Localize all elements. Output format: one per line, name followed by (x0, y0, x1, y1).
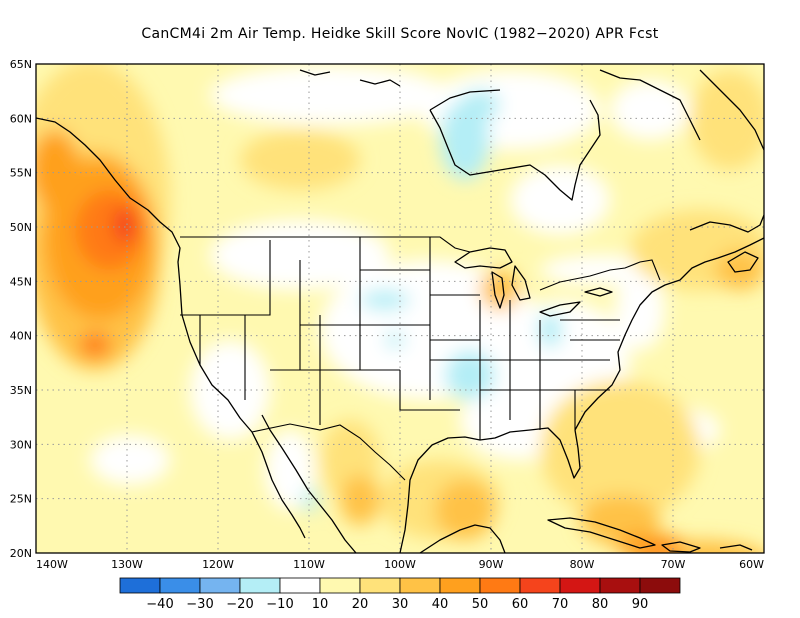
colorbar-label: 60 (512, 597, 529, 612)
longitude-label: 60W (739, 558, 764, 571)
colorbar-label: −20 (226, 597, 253, 612)
latitude-label: 40N (10, 330, 32, 343)
latitude-label: 45N (10, 275, 32, 288)
colorbar-label: 70 (552, 597, 569, 612)
colorbar-swatch (479, 577, 521, 594)
colorbar-label: −30 (186, 597, 213, 612)
colorbar-label: 20 (352, 597, 369, 612)
colorbar-label: 80 (592, 597, 609, 612)
colorbar-swatch (599, 577, 641, 594)
colorbar-label: −40 (146, 597, 173, 612)
colorbar-swatch (559, 577, 601, 594)
colorbar-swatch (319, 577, 361, 594)
colorbar-label: 10 (312, 597, 329, 612)
longitude-label: 130W (111, 558, 143, 571)
colorbar-label: 90 (632, 597, 649, 612)
longitude-label: 100W (384, 558, 416, 571)
latitude-label: 55N (10, 167, 32, 180)
latitude-label: 65N (10, 58, 32, 71)
coastlines (36, 69, 764, 553)
political-borders (180, 236, 661, 481)
map-title: CanCM4i 2m Air Temp. Heidke Skill Score … (141, 26, 659, 42)
graticule (36, 64, 764, 553)
latitude-label: 30N (10, 438, 32, 451)
colorbar-swatch (519, 577, 561, 594)
longitude-label: 90W (479, 558, 504, 571)
colorbar-label: 40 (432, 597, 449, 612)
latitude-labels: 65N 60N 55N 50N 45N 40N 35N 30N 25N 20N (10, 58, 32, 560)
latitude-label: 35N (10, 384, 32, 397)
colorbar-label: 30 (392, 597, 409, 612)
longitude-label: 140W (36, 558, 68, 571)
latitude-label: 50N (10, 221, 32, 234)
colorbar-swatch (279, 577, 321, 594)
colorbar: −40 −30 −20 −10 10 20 30 40 50 60 70 80 90 (119, 577, 681, 612)
colorbar-swatch (119, 577, 161, 594)
colorbar-swatch (199, 577, 241, 594)
colorbar-swatch (399, 577, 441, 594)
latitude-label: 25N (10, 493, 32, 506)
skill-score-field (36, 64, 764, 553)
colorbar-swatch (439, 577, 481, 594)
colorbar-swatch (639, 577, 681, 594)
colorbar-swatch (359, 577, 401, 594)
latitude-label: 60N (10, 112, 32, 125)
longitude-labels: 140W 130W 120W 110W 100W 90W 80W 70W 60W (36, 558, 764, 571)
colorbar-label: −10 (266, 597, 293, 612)
longitude-label: 70W (661, 558, 686, 571)
colorbar-swatch (239, 577, 281, 594)
latitude-label: 20N (10, 547, 32, 560)
longitude-label: 80W (570, 558, 595, 571)
longitude-label: 110W (293, 558, 325, 571)
colorbar-swatch (159, 577, 201, 594)
map-frame (35, 63, 765, 554)
colorbar-label: 50 (472, 597, 489, 612)
longitude-label: 120W (202, 558, 234, 571)
